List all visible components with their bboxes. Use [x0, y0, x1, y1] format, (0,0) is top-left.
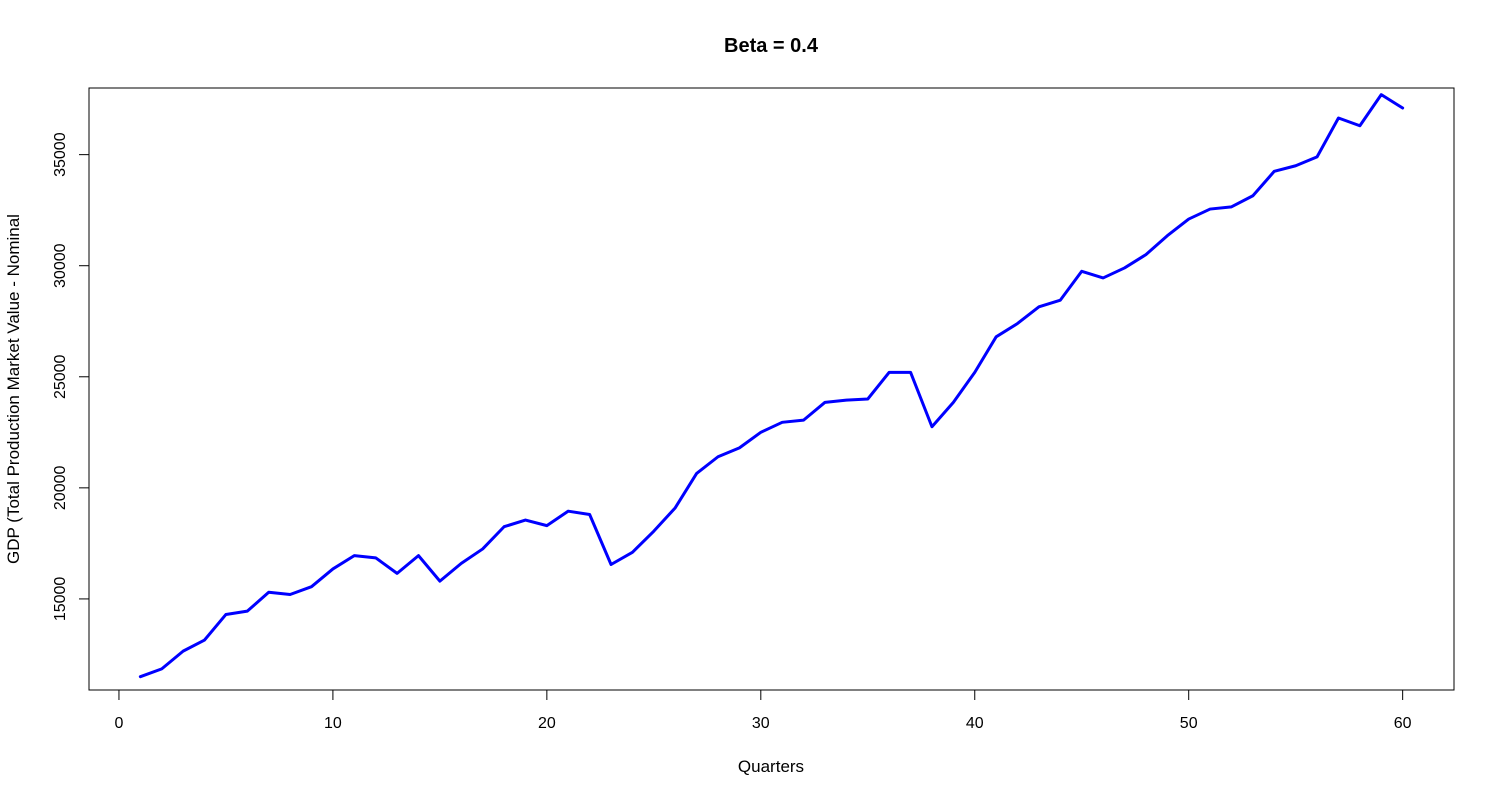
data-point	[653, 530, 655, 532]
data-point	[1316, 156, 1318, 158]
data-point	[1230, 206, 1233, 208]
data-point	[439, 580, 441, 582]
data-point	[1080, 270, 1083, 273]
data-point	[567, 510, 570, 512]
data-point	[182, 650, 184, 652]
data-point	[1359, 124, 1361, 127]
data-point	[1209, 208, 1211, 210]
plot-border	[88, 87, 1455, 691]
data-point	[695, 472, 698, 475]
y-tick-label: 20000	[52, 466, 69, 511]
data-point	[203, 639, 206, 641]
data-point	[631, 551, 634, 554]
y-tick-label: 15000	[52, 577, 69, 622]
data-point	[374, 557, 377, 559]
data-point	[160, 668, 163, 670]
data-point	[267, 591, 270, 594]
data-point	[417, 554, 420, 557]
data-point	[481, 548, 484, 550]
x-tick-label: 40	[966, 715, 984, 732]
data-point	[760, 431, 762, 434]
data-point	[802, 419, 805, 421]
y-tick-label: 25000	[52, 354, 69, 399]
data-point	[845, 399, 848, 401]
data-point	[1166, 234, 1169, 237]
gdp-series-line	[138, 93, 1405, 679]
data-point	[353, 554, 356, 557]
x-tick-label: 30	[752, 715, 770, 732]
data-point	[289, 593, 291, 596]
data-point	[1123, 267, 1126, 269]
data-point	[1401, 107, 1404, 109]
x-axis-title: Quarters	[738, 757, 804, 776]
data-point	[139, 675, 142, 678]
data-point	[931, 425, 933, 428]
data-point	[824, 401, 826, 404]
data-point	[1059, 299, 1062, 301]
data-point	[503, 525, 505, 528]
data-point	[888, 371, 890, 374]
data-point	[1337, 117, 1340, 119]
data-point	[246, 610, 249, 612]
data-point	[1016, 322, 1019, 325]
y-axis: 15000 20000 25000 30000 35000	[52, 132, 90, 622]
data-point	[1252, 194, 1254, 197]
data-point	[460, 562, 463, 565]
data-point	[1145, 253, 1147, 256]
data-point	[1038, 306, 1040, 308]
data-point	[1273, 170, 1276, 173]
x-tick-label: 0	[114, 715, 123, 732]
y-axis-title: GDP (Total Production Market Value - Nom…	[4, 214, 23, 564]
data-point	[866, 398, 869, 400]
x-tick-label: 20	[538, 715, 556, 732]
data-point	[546, 524, 548, 527]
data-point	[310, 585, 313, 588]
data-point	[1294, 164, 1297, 167]
x-tick-label: 50	[1180, 715, 1198, 732]
data-points	[139, 93, 1404, 678]
data-point	[1380, 93, 1383, 96]
data-point	[952, 401, 955, 404]
data-point	[738, 447, 741, 449]
data-point	[396, 572, 398, 575]
data-point	[332, 568, 334, 570]
data-point	[781, 421, 783, 424]
chart-title: Beta = 0.4	[724, 35, 819, 57]
data-point	[995, 336, 997, 338]
data-point	[588, 513, 591, 516]
data-point	[225, 613, 227, 616]
data-point	[610, 563, 612, 566]
data-point	[717, 455, 719, 458]
data-point	[973, 371, 976, 374]
x-axis: 0 10 20 30 40 50 60	[114, 689, 1412, 732]
x-tick-label: 10	[324, 715, 342, 732]
y-tick-label: 30000	[52, 243, 69, 288]
data-point	[909, 371, 912, 374]
y-tick-label: 35000	[52, 132, 69, 177]
x-tick-label: 60	[1394, 715, 1412, 732]
data-point	[524, 519, 527, 521]
data-point	[1187, 218, 1190, 220]
data-point	[674, 507, 677, 509]
data-point	[1102, 277, 1104, 279]
